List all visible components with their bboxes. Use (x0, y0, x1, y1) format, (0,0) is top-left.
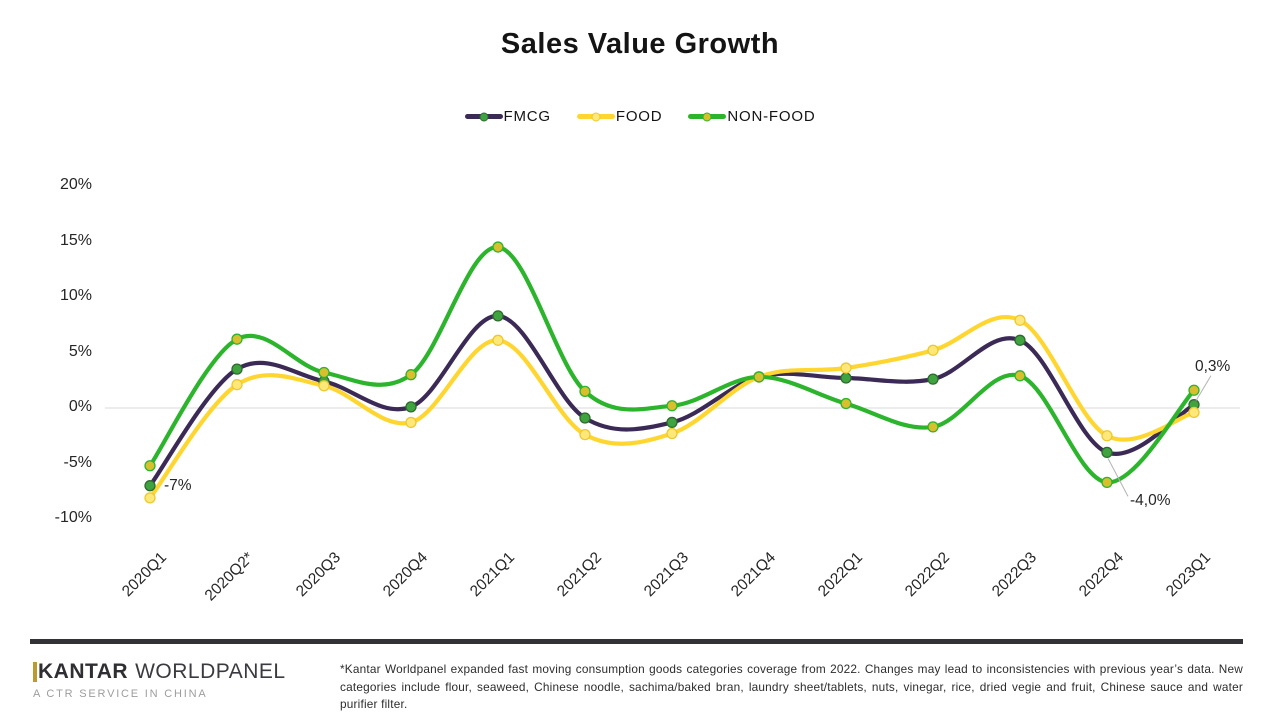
legend-label: FOOD (615, 108, 663, 125)
y-axis-tick-label: 10% (59, 287, 92, 304)
data-point-fmcg-2022Q3 (1014, 334, 1026, 346)
y-axis-tick-label: 5% (68, 342, 92, 360)
data-point-non-food-2020Q4 (405, 369, 417, 381)
data-point-food-2021Q3 (666, 427, 678, 440)
y-axis-tick-label: -10% (54, 509, 92, 526)
legend-label: NON-FOOD (727, 108, 816, 125)
data-point-food-2020Q1 (144, 492, 156, 504)
page-title: Sales Value Growth (500, 28, 780, 60)
data-point-non-food-2021Q2 (579, 385, 591, 398)
data-point-food-2022Q3 (1014, 314, 1026, 326)
logo-tagline: A CTR SERVICE IN CHINA (33, 688, 208, 700)
data-point-food-2021Q2 (579, 428, 591, 441)
annotation-fmcg-2022Q4: -4,0% (1130, 492, 1171, 510)
chart-legend: FMCG FOOD NON-FOOD (0, 108, 1280, 125)
data-point-non-food-2021Q4 (753, 371, 765, 383)
annotation-leader-line (1195, 375, 1212, 401)
annotation-fmcg-2020Q1: -7% (164, 476, 192, 494)
legend-line-swatch (688, 112, 727, 121)
data-point-non-food-2022Q4 (1101, 476, 1113, 489)
data-point-non-food-2020Q1 (144, 460, 156, 472)
data-point-non-food-2022Q3 (1014, 370, 1026, 382)
chart-canvas (105, 241, 1240, 504)
y-axis-tick-label: 15% (59, 231, 92, 249)
y-axis-tick-label: 20% (59, 176, 92, 193)
data-point-non-food-2023Q1 (1188, 384, 1200, 396)
data-point-fmcg-2021Q2 (579, 412, 591, 424)
legend-marker-dot (591, 112, 601, 121)
data-point-fmcg-2022Q4 (1101, 446, 1113, 459)
legend-marker-dot (702, 112, 712, 121)
y-axis-tick-label: -5% (63, 453, 92, 471)
logo-gold-bar (33, 662, 37, 682)
data-point-food-2023Q1 (1188, 406, 1200, 419)
legend-label: FMCG (503, 108, 551, 125)
data-point-food-2020Q2* (231, 379, 243, 391)
legend-item-fmcg: FMCG (464, 108, 551, 125)
data-point-non-food-2022Q1 (840, 397, 852, 410)
data-point-food-2022Q4 (1101, 430, 1113, 442)
data-point-food-2021Q1 (492, 334, 504, 346)
data-point-food-2022Q1 (840, 362, 852, 374)
series-line-non-food (147, 245, 1197, 485)
annotation-leader-line (1107, 458, 1129, 497)
data-point-fmcg-2020Q4 (405, 401, 417, 413)
annotation-fmcg-2023Q1: 0,3% (1195, 357, 1231, 375)
legend-line-swatch (576, 112, 615, 121)
data-point-food-2020Q4 (405, 416, 417, 429)
data-point-non-food-2020Q2* (231, 333, 243, 345)
data-point-fmcg-2020Q2* (231, 363, 243, 375)
data-point-fmcg-2022Q2 (927, 373, 939, 385)
data-point-fmcg-2020Q1 (144, 480, 156, 492)
data-point-fmcg-2021Q1 (492, 310, 504, 322)
data-point-non-food-2020Q3 (318, 366, 330, 379)
footer-divider (30, 639, 1243, 644)
data-point-food-2022Q2 (927, 344, 939, 356)
logo-kantar-text: KANTAR (38, 660, 129, 683)
kantar-worldpanel-logo: KANTAR WORLDPANEL A CTR SERVICE IN CHINA (33, 660, 286, 700)
y-axis-tick-label: 0% (68, 398, 92, 415)
legend-line-swatch (464, 112, 503, 121)
footnote-text: *Kantar Worldpanel expanded fast moving … (340, 662, 1243, 712)
data-point-non-food-2022Q2 (927, 421, 939, 433)
data-point-fmcg-2021Q3 (666, 416, 678, 429)
data-point-fmcg-2022Q1 (840, 372, 852, 384)
data-point-food-2020Q3 (318, 380, 330, 392)
data-point-non-food-2021Q3 (666, 400, 678, 412)
data-point-non-food-2021Q1 (492, 241, 504, 253)
legend-item-non-food: NON-FOOD (688, 108, 815, 125)
logo-worldpanel-text: WORLDPANEL (135, 660, 286, 683)
legend-marker-dot (479, 112, 489, 121)
legend-item-food: FOOD (576, 108, 663, 125)
